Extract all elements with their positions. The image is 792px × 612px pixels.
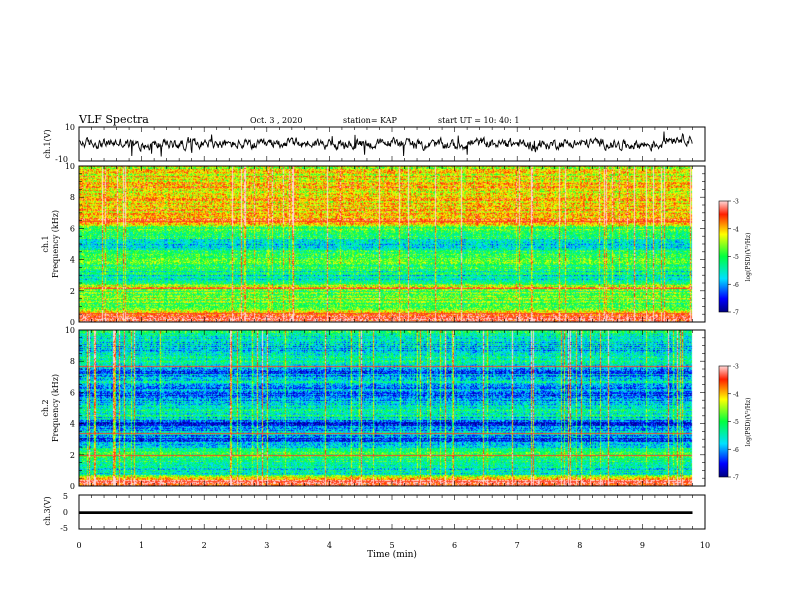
ch1-spectrogram-image-holder (79, 166, 705, 322)
time-tick-label: 6 (452, 541, 457, 550)
ch2-colorbar-ticks: -3 -4 -5 -6 -7 (728, 364, 739, 482)
frequency-tick-label: 4 (70, 256, 75, 265)
ch2-spectrogram-image-holder (79, 330, 705, 486)
ch1-colorbar-ticks: -3 -4 -5 -6 -7 (728, 199, 739, 317)
ch1-ytick-bottom: -10 (55, 155, 68, 164)
frequency-tick-label: 10 (65, 162, 75, 171)
colorbar-tick-label: -6 (733, 447, 739, 454)
frequency-tick-label: 2 (70, 287, 75, 296)
colorbar-tick-label: -3 (733, 364, 739, 371)
time-axis-label: Time (min) (367, 549, 417, 560)
ch3-waveform-panel: 5 0 -5 ch.3(V) 0 1 2 3 4 5 6 7 8 9 10 Time (min) (43, 492, 710, 560)
time-tick-label: 10 (700, 541, 710, 550)
colorbar-tick-label: -7 (733, 310, 739, 317)
colorbar-tick-label: -7 (733, 475, 739, 482)
ch1-frequency-ticks: 0 2 4 6 8 10 (65, 162, 705, 327)
colorbar-tick-label: -4 (733, 391, 739, 398)
time-tick-label: 9 (640, 541, 645, 550)
ch3-waveform-band (79, 511, 693, 514)
frequency-tick-label: 10 (65, 326, 75, 335)
ch3-ytick-mid: 0 (63, 508, 68, 517)
time-axis-tick-labels: 0 1 2 3 4 5 6 7 8 9 10 (76, 541, 710, 550)
frequency-tick-label: 8 (70, 193, 75, 202)
frequency-tick-label: 8 (70, 357, 75, 366)
ch1-colorbar-scale (718, 200, 729, 313)
ch2-colorbar-scale (718, 365, 729, 478)
ch2-spectrogram-time-ticks (78, 330, 706, 486)
ch2-spectrogram-image (79, 330, 705, 486)
colorbar-tick-label: -6 (733, 282, 739, 289)
frequency-tick-label: 4 (70, 420, 75, 429)
frequency-tick-label: 6 (70, 388, 75, 397)
ch2-frequency-axis-label: Frequency (kHz) (51, 374, 60, 442)
time-tick-label: 2 (202, 541, 207, 550)
ch1-ytick-top: 10 (65, 123, 75, 132)
time-tick-label: 3 (264, 541, 269, 550)
figure-title: VLF Spectra (78, 113, 149, 126)
ch1-colorbar-label: log(PSD)(V²/Hz) (745, 233, 752, 282)
ch3-ytick-bottom: -5 (60, 524, 68, 533)
ch2-spectrogram-panel: 0 2 4 6 8 10 ch.2 Frequency (kHz) (41, 326, 706, 491)
ch1-waveform-panel: 10 -10 ch.1(V) (43, 123, 706, 164)
ch2-channel-label: ch.2 (41, 399, 50, 416)
colorbar-tick-label: -5 (733, 254, 739, 261)
ch2-colorbar-label: log(PSD)(V²/Hz) (745, 398, 752, 447)
ch2-frequency-ticks: 0 2 4 6 8 10 (65, 326, 705, 491)
ch1-channel-label: ch.1 (41, 235, 50, 252)
time-tick-label: 7 (515, 541, 520, 550)
ch1-spectrogram-panel: 0 2 4 6 8 10 ch.1 Frequency (kHz) (41, 162, 706, 327)
time-tick-label: 5 (389, 541, 394, 550)
start-time-label: start UT = 10: 40: 1 (438, 116, 519, 125)
frequency-tick-label: 6 (70, 224, 75, 233)
ch1-waveform-ticks (78, 127, 706, 161)
ch1-colorbar: -3 -4 -5 -6 -7 log(PSD)(V²/Hz) (718, 199, 752, 317)
ch1-frequency-axis-label: Frequency (kHz) (51, 210, 60, 278)
frequency-tick-label: 0 (70, 318, 75, 327)
time-tick-label: 1 (139, 541, 144, 550)
ch1-spectrogram-image (79, 166, 705, 322)
date-label: Oct. 3 , 2020 (250, 116, 302, 125)
time-tick-label: 4 (327, 541, 332, 550)
time-tick-label: 0 (76, 541, 81, 550)
ch3-waveform-ticks (78, 495, 706, 529)
ch1-waveform-background (79, 127, 705, 161)
ch2-colorbar: -3 -4 -5 -6 -7 log(PSD)(V²/Hz) (718, 364, 752, 482)
frequency-tick-label: 2 (70, 451, 75, 460)
ch1-waveform-line (78, 131, 693, 157)
ch3-ylabel: ch.3(V) (43, 496, 52, 525)
ch1-ylabel: ch.1(V) (43, 129, 52, 158)
ch1-spectrogram-time-ticks (78, 166, 706, 322)
station-label: station= KAP (343, 116, 398, 125)
colorbar-tick-label: -4 (733, 226, 739, 233)
frequency-tick-label: 0 (70, 482, 75, 491)
time-tick-label: 8 (577, 541, 582, 550)
colorbar-tick-label: -3 (733, 199, 739, 206)
colorbar-tick-label: -5 (733, 419, 739, 426)
ch3-ytick-top: 5 (63, 492, 68, 501)
